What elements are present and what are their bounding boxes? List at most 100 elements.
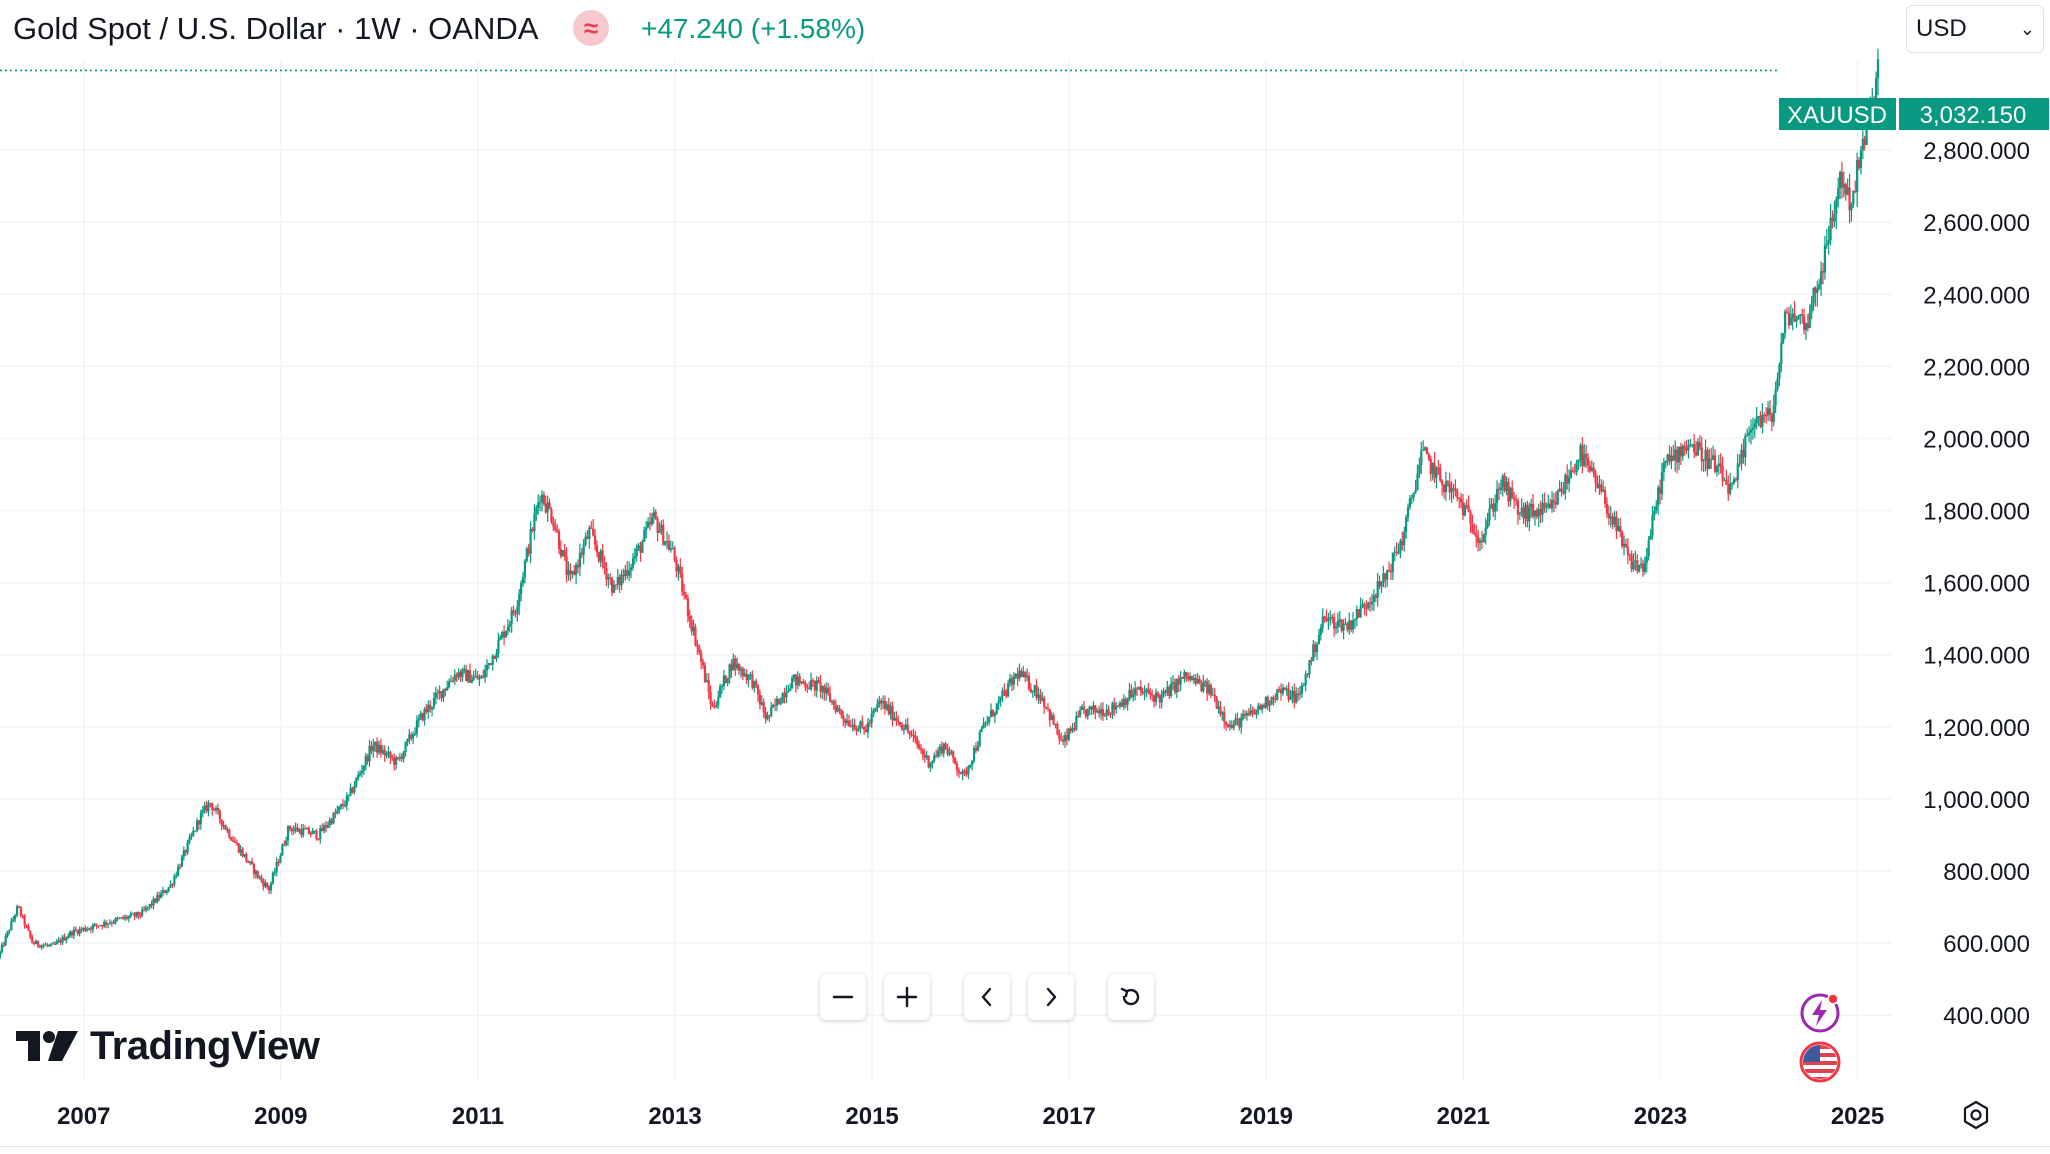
- candle-body: [1725, 480, 1728, 485]
- candle-body: [1835, 199, 1838, 214]
- zoom-out-button[interactable]: [820, 974, 866, 1020]
- us-flag-icon[interactable]: [1799, 1041, 1841, 1083]
- candle-body: [1715, 466, 1718, 472]
- year-tick-label: 2023: [1634, 1103, 1687, 1130]
- price-tick-label: 1,000.000: [1923, 787, 2030, 814]
- time-axis[interactable]: 2007 2009 2011 2013 2015 2017 2019 2021 2023 2025: [57, 1103, 1884, 1130]
- candle-body: [1260, 705, 1264, 710]
- symbol-title[interactable]: Gold Spot / U.S. Dollar · 1W · OANDA: [13, 11, 539, 46]
- candle-body: [385, 753, 388, 756]
- candle-body: [889, 706, 892, 715]
- candle-body: [1010, 678, 1014, 685]
- candle-body: [1270, 697, 1273, 705]
- candle-body: [737, 663, 741, 671]
- candle-body: [811, 680, 815, 682]
- candle-body: [677, 566, 680, 572]
- candle-body: [1859, 150, 1863, 169]
- price-axis[interactable]: 400.000 600.000 800.000 1,000.000 1,200.000 1…: [1923, 138, 2030, 1030]
- candle-body: [624, 569, 627, 577]
- candle-body: [1355, 609, 1358, 620]
- candle-body: [576, 564, 580, 568]
- scroll-right-button[interactable]: [1028, 974, 1074, 1020]
- candle-body: [1418, 465, 1421, 474]
- candle-body: [1730, 483, 1734, 485]
- candle-body: [747, 674, 750, 681]
- candle-body: [1151, 695, 1154, 697]
- candle-body: [1461, 502, 1465, 516]
- candle-body: [743, 673, 746, 677]
- scroll-left-button[interactable]: [964, 974, 1010, 1020]
- candle-body: [1132, 694, 1135, 698]
- tradingview-logo[interactable]: TradingView: [16, 1022, 320, 1070]
- candle-body: [154, 898, 157, 903]
- candle-body: [254, 870, 257, 875]
- candle-body: [891, 706, 894, 721]
- tradingview-logo-icon: [16, 1031, 78, 1061]
- candle-body: [518, 594, 521, 607]
- candle-body: [1838, 172, 1842, 189]
- candle-body: [953, 757, 957, 764]
- candle-body: [631, 558, 635, 568]
- candle-body: [1393, 551, 1396, 553]
- candle-body: [485, 665, 489, 671]
- candle-body: [1014, 673, 1017, 678]
- candle-body: [442, 688, 445, 698]
- candle-body: [990, 710, 993, 717]
- candle-body: [959, 772, 962, 775]
- candle-body: [1003, 690, 1006, 692]
- candle-body: [1856, 160, 1859, 193]
- candle-body: [516, 606, 519, 614]
- candle-body: [493, 655, 496, 659]
- candle-body: [319, 828, 322, 839]
- candle-body: [1717, 463, 1720, 467]
- candle-body: [1727, 484, 1730, 494]
- candle-body: [1670, 455, 1673, 462]
- candle-body: [1541, 502, 1544, 515]
- candle-body: [237, 843, 240, 853]
- lightning-icon[interactable]: [1799, 992, 1841, 1034]
- candle-body: [749, 674, 752, 676]
- candle-body: [360, 770, 364, 773]
- candle-body: [133, 913, 136, 917]
- candle-body: [188, 837, 191, 842]
- candle-body: [1482, 534, 1485, 542]
- candle-body: [1793, 313, 1796, 322]
- currency-select[interactable]: USD ⌄: [1906, 5, 2044, 53]
- candle-body: [1075, 715, 1078, 730]
- candle-body: [106, 923, 110, 925]
- tradingview-logo-text: TradingView: [90, 1023, 320, 1068]
- candle-body: [1503, 475, 1506, 491]
- reset-chart-button[interactable]: [1108, 974, 1154, 1020]
- candle-body: [377, 744, 381, 753]
- settings-icon[interactable]: [1961, 1100, 1991, 1130]
- candle-body: [1876, 59, 1880, 78]
- zoom-in-button[interactable]: [884, 974, 930, 1020]
- candle-body: [1238, 718, 1241, 728]
- price-tick-label: 2,200.000: [1923, 354, 2030, 381]
- candle-body: [1310, 660, 1313, 662]
- candle-body: [950, 751, 953, 753]
- candle-body: [1564, 475, 1567, 494]
- candle-body: [1518, 513, 1521, 515]
- year-tick-label: 2013: [648, 1103, 701, 1130]
- candle-body: [1086, 708, 1089, 717]
- candle-body: [857, 728, 860, 731]
- candle-body: [664, 541, 667, 545]
- candle-body: [307, 827, 310, 834]
- candle-body: [1437, 467, 1440, 469]
- candle-body: [569, 570, 572, 574]
- candle-body: [965, 771, 968, 775]
- candle-body: [27, 926, 30, 931]
- candle-body: [548, 502, 551, 510]
- candle-body: [271, 873, 274, 884]
- candle-body: [1488, 508, 1491, 521]
- wave-approx-icon[interactable]: ≈: [573, 10, 609, 46]
- candle-body: [1107, 709, 1110, 714]
- candle-body: [315, 830, 318, 839]
- candle-body: [158, 895, 161, 898]
- candle-body: [1550, 500, 1554, 509]
- candle-body: [874, 707, 877, 711]
- candle-body: [1323, 616, 1326, 618]
- candle-body: [794, 674, 798, 686]
